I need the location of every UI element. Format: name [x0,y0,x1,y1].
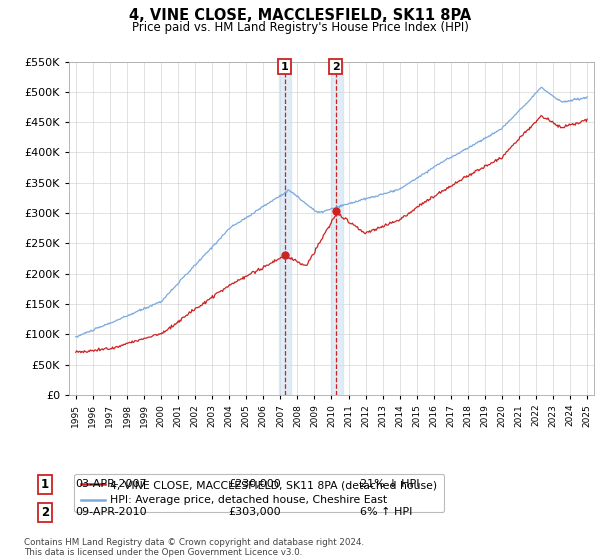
Legend: 4, VINE CLOSE, MACCLESFIELD, SK11 8PA (detached house), HPI: Average price, deta: 4, VINE CLOSE, MACCLESFIELD, SK11 8PA (d… [74,474,444,512]
Text: 2: 2 [41,506,49,519]
Text: 21% ↓ HPI: 21% ↓ HPI [360,479,419,489]
Text: 2: 2 [332,62,340,72]
Text: £303,000: £303,000 [228,507,281,517]
Text: 1: 1 [41,478,49,491]
Bar [278,62,290,395]
Text: 4, VINE CLOSE, MACCLESFIELD, SK11 8PA: 4, VINE CLOSE, MACCLESFIELD, SK11 8PA [129,8,471,24]
Text: 1: 1 [281,62,289,72]
Text: 6% ↑ HPI: 6% ↑ HPI [360,507,412,517]
Text: 03-APR-2007: 03-APR-2007 [75,479,146,489]
Bar [331,62,343,395]
Text: Price paid vs. HM Land Registry's House Price Index (HPI): Price paid vs. HM Land Registry's House … [131,21,469,34]
Text: £230,000: £230,000 [228,479,281,489]
Text: 09-APR-2010: 09-APR-2010 [75,507,146,517]
Text: Contains HM Land Registry data © Crown copyright and database right 2024.
This d: Contains HM Land Registry data © Crown c… [24,538,364,557]
